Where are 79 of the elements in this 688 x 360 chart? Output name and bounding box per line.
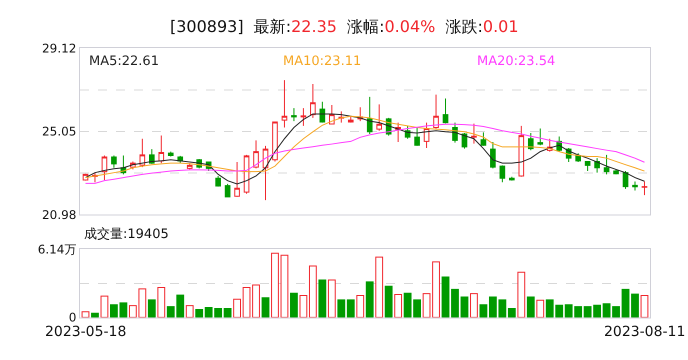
candlestick: [376, 104, 382, 132]
candlestick: [642, 180, 648, 196]
bar: [517, 272, 526, 318]
bar: [262, 297, 270, 318]
candlestick: [158, 134, 164, 164]
bar: [186, 305, 194, 318]
bar: [384, 286, 393, 318]
candlestick: [253, 140, 259, 169]
candlestick: [215, 175, 221, 188]
candlestick: [234, 162, 240, 198]
candlestick: [300, 108, 306, 126]
y-tick-label: 0: [68, 310, 76, 325]
candlestick: [518, 125, 524, 178]
candlestick: [320, 101, 326, 124]
bar: [555, 304, 564, 318]
candlestick: [537, 128, 544, 146]
bar: [346, 299, 355, 318]
candlestick: [462, 132, 468, 150]
y-tick-label: 25.05: [42, 124, 76, 139]
y-tick-label: 6.14万: [38, 242, 76, 256]
bar: [366, 281, 374, 318]
candlestick: [291, 108, 297, 122]
bar: [546, 299, 554, 318]
bar: [375, 256, 384, 318]
candlestick: [584, 160, 590, 172]
bar: [166, 306, 175, 318]
text: MA10:23.11: [283, 54, 362, 69]
bar: [176, 294, 184, 318]
bar: [290, 292, 298, 318]
y-tick-label: 29.12: [42, 41, 76, 56]
candlestick: [471, 123, 477, 144]
chart-title: 成交量:19405: [84, 226, 169, 242]
candlestick: [102, 155, 108, 181]
bar: [470, 293, 478, 318]
bar: [328, 279, 336, 318]
bar: [394, 294, 402, 318]
candlestick: [622, 170, 628, 190]
candlestick: [348, 116, 354, 124]
candlestick: [262, 145, 268, 201]
candlestick: [424, 122, 430, 148]
candlestick: [632, 180, 638, 191]
x-tick-label: 2023-08-11: [604, 324, 686, 340]
bar: [100, 296, 108, 318]
bar: [91, 312, 99, 318]
bar: [148, 299, 156, 318]
candlestick: [442, 98, 448, 124]
candlestick: [244, 154, 250, 194]
chart-title: [300893] 最新:22.35 涨幅:0.04% 涨跌:0.01: [170, 17, 519, 36]
candlestick: [594, 158, 600, 174]
bar: [536, 300, 544, 318]
candlestick: [366, 96, 373, 135]
candlestick: [168, 151, 174, 158]
bar: [356, 294, 364, 318]
candlestick: [433, 94, 439, 130]
candlestick: [224, 183, 230, 198]
y-tick-label: 20.98: [42, 208, 76, 222]
candlestick: [282, 80, 288, 128]
candlestick: [140, 138, 146, 168]
candlestick: [111, 155, 117, 168]
text: MA5:22.61: [89, 54, 159, 69]
bar: [318, 279, 326, 318]
text: MA20:23.54: [477, 54, 556, 69]
candlestick: [528, 132, 534, 151]
candlestick: [414, 127, 420, 146]
bar: [82, 311, 90, 318]
bar: [640, 294, 648, 318]
candlestick: [509, 176, 515, 182]
candlestick: [272, 121, 278, 162]
candlestick: [480, 132, 486, 146]
candlestick: [490, 142, 496, 169]
bar: [337, 299, 346, 318]
x-tick-label: 2023-05-18: [45, 324, 126, 340]
bar: [157, 287, 166, 318]
candlestick: [613, 168, 619, 175]
bar: [526, 296, 535, 318]
candlestick: [186, 162, 193, 170]
candlestick: [604, 154, 610, 175]
candlestick: [500, 164, 506, 183]
candlestick: [310, 83, 316, 118]
